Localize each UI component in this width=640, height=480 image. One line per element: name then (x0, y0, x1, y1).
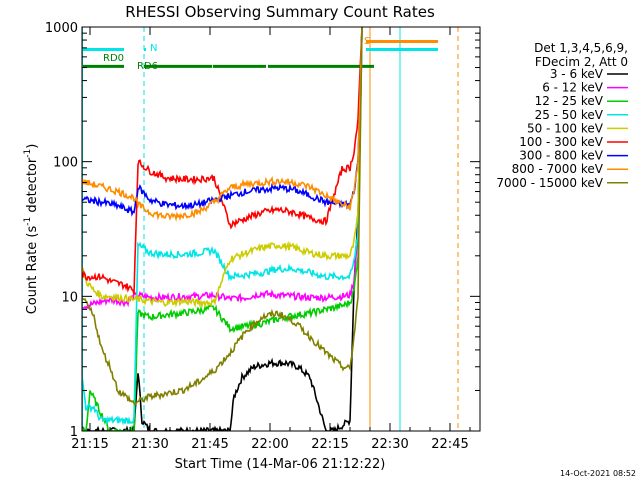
timestamp: 14-Oct-2021 08:52 (560, 469, 636, 478)
y-axis-label: Count Rate (s-1 detector-1) (23, 144, 40, 315)
x-tick-label-3: 22:00 (251, 437, 288, 452)
y-tick-label-3: 1000 (45, 21, 78, 36)
chart-title: RHESSI Observing Summary Count Rates (125, 3, 435, 21)
legend-entry-label-0: 3 - 6 keV (550, 67, 604, 81)
series-line-6 (82, 27, 363, 217)
y-axis-label-sup1: -1 (23, 217, 33, 226)
series-line-8 (82, 27, 363, 406)
series-line-3 (82, 27, 363, 426)
state-bar-label-0: RD0 (103, 53, 124, 64)
legend-entry-label-8: 7000 - 15000 keV (496, 176, 603, 190)
legend-entry-label-2: 12 - 25 keV (535, 94, 604, 108)
state-bar-label-2: RD6 (137, 61, 158, 72)
legend-entry-label-4: 50 - 100 keV (527, 121, 604, 135)
legend-entry-label-3: 25 - 50 keV (535, 108, 604, 122)
x-tick-label-1: 21:30 (131, 437, 168, 452)
x-tick-label-0: 21:15 (71, 437, 108, 452)
x-tick-label-6: 22:45 (431, 437, 468, 452)
axes: 21:15 21:30 21:45 22:00 22:15 22:30 22:45 1 10 10… (45, 21, 480, 452)
legend-entry-label-7: 800 - 7000 keV (512, 162, 604, 176)
legend-header-line-1: Det 1,3,4,5,6,9, (534, 41, 628, 55)
x-axis-label: Start Time (14-Mar-06 21:12:22) (175, 457, 386, 472)
plot-area: RD0 N RD6 S (82, 27, 459, 431)
state-bar-label-3: S (364, 36, 370, 47)
y-tick-label-0: 1 (70, 425, 78, 440)
legend-header-line-2: FDecim 2, Att 0 (535, 55, 628, 69)
series-line-0 (82, 27, 363, 431)
y-tick-label-2: 100 (53, 156, 78, 171)
y-axis-label-sup2: -1 (23, 149, 33, 158)
y-axis-label-main: Count Rate (s (25, 226, 40, 315)
x-tick-label-2: 21:45 (191, 437, 228, 452)
series-line-4 (82, 27, 363, 309)
series-line-1 (82, 27, 363, 310)
plot-frame (81, 26, 481, 432)
legend-entry-label-1: 6 - 12 keV (542, 81, 604, 95)
y-axis-label-end: ) (25, 144, 40, 149)
y-axis-label-mid: detector (25, 157, 40, 217)
x-tick-label-4: 22:15 (311, 437, 348, 452)
legend-entry-label-6: 300 - 800 keV (519, 149, 603, 163)
series-line-2 (82, 27, 363, 431)
series-line-7 (82, 27, 363, 222)
legend: Det 1,3,4,5,6,9, FDecim 2, Att 0 3 - 6 k… (496, 41, 628, 190)
series-line-5 (82, 27, 363, 295)
y-tick-label-1: 10 (61, 290, 78, 305)
legend-entry-label-5: 100 - 300 keV (519, 135, 603, 149)
x-tick-label-5: 22:30 (371, 437, 408, 452)
state-bar-label-1: N (150, 43, 157, 54)
